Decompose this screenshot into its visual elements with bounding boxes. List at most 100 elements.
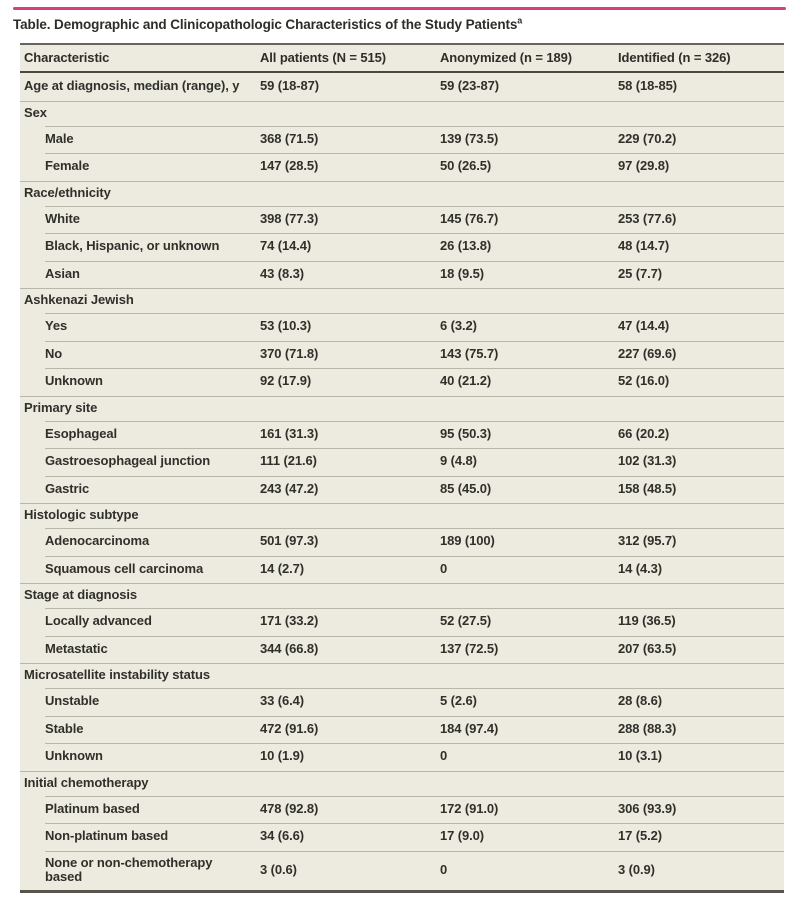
section-label: Microsatellite instability status: [24, 667, 210, 683]
row-label: Unknown: [45, 748, 103, 764]
cell-value: 111 (21.6): [260, 453, 317, 469]
cell-value: 368 (71.5): [260, 130, 319, 146]
table-header-row: Characteristic All patients (N = 515) An…: [20, 45, 784, 73]
cell-value: [260, 778, 440, 788]
table-row: Asian 43 (8.3) 18 (9.5) 25 (7.7): [20, 260, 784, 289]
cell-value: 3 (0.6): [260, 861, 297, 877]
section-header-row: Primary site: [20, 395, 784, 421]
cell-value: 0: [440, 560, 448, 576]
cell-value: [260, 188, 440, 198]
cell-value: 119 (36.5): [618, 613, 676, 629]
row-label: None or non-chemotherapy based: [45, 854, 213, 885]
cell-value: 6 (3.2): [440, 318, 477, 334]
section-header-row: Initial chemotherapy: [20, 770, 784, 796]
cell-value: [618, 591, 784, 601]
cell-value: 172 (91.0): [440, 800, 499, 816]
table-row: Metastatic 344 (66.8) 137 (72.5) 207 (63.5): [20, 635, 784, 664]
row-label: Yes: [45, 318, 68, 334]
cell-value: [260, 511, 440, 521]
row-label: Metastatic: [45, 640, 108, 656]
row-label: Female: [45, 158, 90, 174]
row-label: Black, Hispanic, or unknown: [45, 238, 220, 254]
cell-value: 3 (0.9): [618, 861, 655, 877]
table-row: Male 368 (71.5) 139 (73.5) 229 (70.2): [20, 125, 784, 154]
cell-value: 161 (31.3): [260, 425, 319, 441]
cell-value: 312 (95.7): [618, 533, 677, 549]
section-header-row: Sex: [20, 100, 784, 126]
cell-value: [440, 403, 618, 413]
table-title: Table. Demographic and Clinicopathologic…: [13, 15, 783, 32]
cell-value: 58 (18-85): [618, 78, 677, 94]
cell-value: 85 (45.0): [440, 480, 492, 496]
section-label: Ashkenazi Jewish: [24, 292, 134, 308]
section-label: Sex: [24, 104, 47, 120]
section-header-row: Histologic subtype: [20, 503, 784, 528]
cell-value: 47 (14.4): [618, 318, 670, 334]
cell-value: [440, 511, 618, 521]
cell-value: 28 (8.6): [618, 693, 663, 709]
cell-value: 143 (75.7): [440, 345, 499, 361]
cell-value: [260, 591, 440, 601]
cell-value: [618, 188, 784, 198]
column-header-anonymized: Anonymized (n = 189): [440, 49, 572, 65]
section-header-row: Microsatellite instability status: [20, 663, 784, 688]
cell-value: 0: [440, 748, 448, 764]
cell-value: 137 (72.5): [440, 640, 499, 656]
cell-value: 478 (92.8): [260, 800, 319, 816]
cell-value: [440, 108, 618, 118]
cell-value: 184 (97.4): [440, 720, 499, 736]
row-label: Gastroesophageal junction: [45, 453, 211, 469]
cell-value: 501 (97.3): [260, 533, 319, 549]
cell-value: 253 (77.6): [618, 210, 677, 226]
table-row: Non-platinum based 34 (6.6) 17 (9.0) 17 (5.…: [20, 823, 784, 851]
cell-value: [618, 296, 784, 306]
row-label: Unstable: [45, 693, 100, 709]
cell-value: 59 (23-87): [440, 78, 499, 94]
cell-value: [440, 591, 618, 601]
cell-value: [260, 108, 440, 118]
cell-value: 48 (14.7): [618, 238, 670, 254]
cell-value: [618, 403, 784, 413]
cell-value: 34 (6.6): [260, 828, 305, 844]
row-label: Adenocarcinoma: [45, 533, 150, 549]
cell-value: 5 (2.6): [440, 693, 477, 709]
table-row: Black, Hispanic, or unknown 74 (14.4) 26 (…: [20, 233, 784, 261]
cell-value: 25 (7.7): [618, 265, 663, 281]
cell-value: [618, 671, 784, 681]
table-row: Locally advanced 171 (33.2) 52 (27.5) 119 (…: [20, 608, 784, 636]
row-label: Unknown: [45, 373, 103, 389]
cell-value: 52 (27.5): [440, 613, 492, 629]
cell-value: 243 (47.2): [260, 480, 319, 496]
cell-value: [440, 778, 618, 788]
table-row: Unknown 10 (1.9) 0 10 (3.1): [20, 743, 784, 771]
section-label: Primary site: [24, 399, 98, 415]
cell-value: [260, 296, 440, 306]
cell-value: [260, 403, 440, 413]
cell-value: 40 (21.2): [440, 373, 492, 389]
demographics-table: Characteristic All patients (N = 515) An…: [20, 43, 784, 894]
cell-value: 306 (93.9): [618, 800, 677, 816]
table-body: Age at diagnosis, median (range), y 59 (1…: [20, 73, 784, 890]
section-label: Race/ethnicity: [24, 184, 111, 200]
cell-value: 74 (14.4): [260, 238, 312, 254]
cell-value: [440, 188, 618, 198]
table-row: Platinum based 478 (92.8) 172 (91.0) 306 (9…: [20, 795, 784, 824]
cell-value: 189 (100): [440, 533, 495, 549]
section-label: Stage at diagnosis: [24, 587, 138, 603]
cell-value: 472 (91.6): [260, 720, 319, 736]
row-label: Male: [45, 130, 74, 146]
row-label: Esophageal: [45, 425, 117, 441]
table-footnote-marker: a: [517, 15, 523, 26]
row-label: Platinum based: [45, 800, 140, 816]
cell-value: 158 (48.5): [618, 480, 677, 496]
table-row: None or non-chemotherapy based 3 (0.6) 0 3 …: [20, 850, 784, 891]
section-label: Initial chemotherapy: [24, 774, 149, 790]
cell-value: 26 (13.8): [440, 238, 492, 254]
table-row: Unknown 92 (17.9) 40 (21.2) 52 (16.0): [20, 368, 784, 396]
cell-value: [618, 778, 784, 788]
table-row: Gastric 243 (47.2) 85 (45.0) 158 (48.5): [20, 475, 784, 504]
table-top-accent-bar: [13, 7, 786, 10]
row-label: Locally advanced: [45, 613, 152, 629]
column-header-identified: Identified (n = 326): [618, 49, 731, 65]
cell-value: 14 (4.3): [618, 560, 663, 576]
